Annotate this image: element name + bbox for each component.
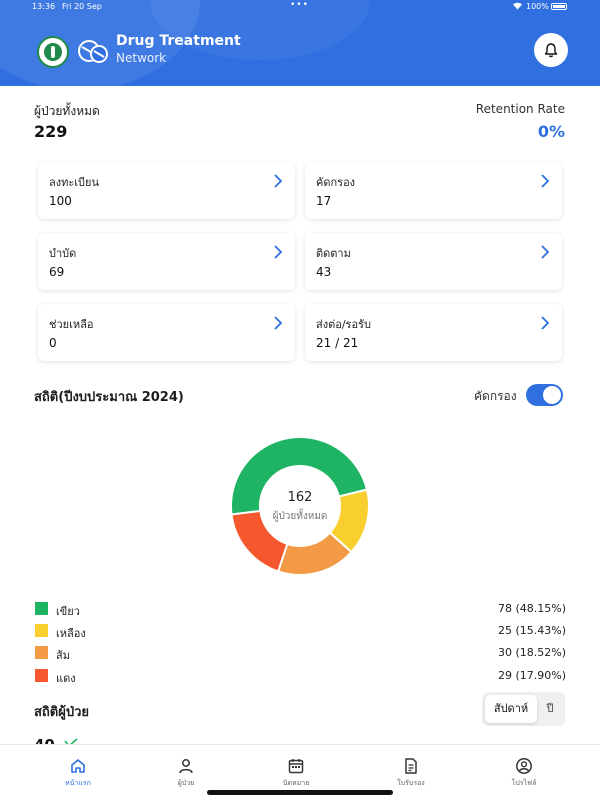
card-referral[interactable]: ส่งต่อ/รอรับ 21 / 21 [305,304,562,361]
legend-row-red: แดง 29 (17.90%) [34,668,566,686]
patient-stats-title: สถิติผู้ป่วย [34,705,90,720]
retention-rate-label: Retention Rate [475,102,565,116]
status-bar: 13:36 Fri 20 Sep ••• 100% [0,0,600,14]
chevron-right-icon [541,316,550,330]
legend-swatch [35,624,48,637]
legend-swatch [35,602,48,615]
home-icon [71,759,85,773]
chevron-right-icon [274,174,283,188]
toggle-knob [543,386,561,404]
app-header: 13:36 Fri 20 Sep ••• 100% Drug Treatment… [0,0,600,86]
card-value: 0 [49,336,57,350]
legend-row-orange: ส้ม 30 (18.52%) [34,645,566,663]
period-selector: สัปดาห์ ปี [482,692,565,726]
screening-toggle[interactable] [526,384,563,406]
tab-label: นัดหมาย [282,779,310,787]
card-label: ลงทะเบียน [49,176,99,189]
card-label: ติดตาม [316,247,351,260]
document-icon [405,758,417,774]
tab-certificates[interactable]: ใบรับรอง [381,757,441,789]
tab-label: หน้าแรก [65,779,91,787]
legend-value: 29 (17.90%) [497,669,566,682]
legend-swatch [35,669,48,682]
calendar-icon [288,759,304,774]
tab-appointments[interactable]: นัดหมาย [266,757,326,789]
card-value: 69 [49,265,65,279]
chevron-right-icon [274,316,283,330]
card-label: คัดกรอง [316,176,356,189]
tab-label: ใบรับรอง [397,779,425,787]
total-patients-value: 229 [34,122,68,141]
multitask-dots-icon[interactable]: ••• [290,0,309,10]
card-label: ส่งต่อ/รอรับ [316,318,371,331]
card-follow-up[interactable]: ติดตาม 43 [305,233,562,290]
legend-label: ส้ม [56,649,70,662]
screening-toggle-label: คัดกรอง [474,389,517,403]
card-value: 43 [316,265,332,279]
legend-row-green: เขียว 78 (48.15%) [34,601,566,619]
card-screening[interactable]: คัดกรอง 17 [305,162,562,219]
app-title: Drug Treatment [116,33,241,49]
card-label: ช่วยเหลือ [49,318,94,331]
chevron-right-icon [274,245,283,259]
user-icon [179,759,193,774]
legend-label: เหลือง [56,627,86,640]
donut-chart [230,436,370,576]
donut-slice-green [230,436,369,516]
legend-value: 30 (18.52%) [497,646,566,659]
wifi-icon [512,1,523,12]
card-label: บำบัด [49,247,77,260]
card-value: 17 [316,194,332,208]
period-year-button[interactable]: ปี [546,702,554,715]
legend-label: เขียว [56,605,80,618]
card-value: 21 / 21 [316,336,359,350]
ministry-logo-icon [37,36,69,68]
chevron-right-icon [541,245,550,259]
legend-label: แดง [56,672,76,685]
legend-swatch [35,646,48,659]
tab-patients[interactable]: ผู้ป่วย [156,757,216,789]
status-time: 13:36 [32,2,56,11]
card-assistance[interactable]: ช่วยเหลือ 0 [38,304,295,361]
notification-button[interactable] [534,33,568,67]
retention-rate-value: 0% [537,122,565,141]
donut-center-label: ผู้ป่วยทั้งหมด [272,511,328,522]
legend-row-yellow: เหลือง 25 (15.43%) [34,623,566,641]
tab-profile[interactable]: โปรไฟล์ [494,757,554,789]
total-patients-label: ผู้ป่วยทั้งหมด [34,104,100,118]
chevron-right-icon [541,174,550,188]
card-treatment[interactable]: บำบัด 69 [38,233,295,290]
app-subtitle: Network [116,51,167,65]
battery-icon [551,3,567,10]
tab-home[interactable]: หน้าแรก [48,757,108,789]
stats-title: สถิติ(ปีงบประมาณ 2024) [34,390,184,405]
card-value: 100 [49,194,72,208]
tab-label: โปรไฟล์ [511,779,537,787]
legend-value: 25 (15.43%) [497,624,566,637]
period-week-button[interactable]: สัปดาห์ [485,695,537,723]
tab-label: ผู้ป่วย [177,779,195,787]
donut-slice-red [230,509,289,573]
status-date: Fri 20 Sep [62,2,102,11]
card-registration[interactable]: ลงทะเบียน 100 [38,162,295,219]
profile-icon [516,758,532,774]
legend-value: 78 (48.15%) [497,602,566,615]
battery-percent: 100% [526,2,549,11]
bell-icon [544,43,558,58]
drug-treatment-logo-icon [76,34,110,68]
donut-center-value: 162 [287,490,313,505]
home-indicator [207,790,393,795]
